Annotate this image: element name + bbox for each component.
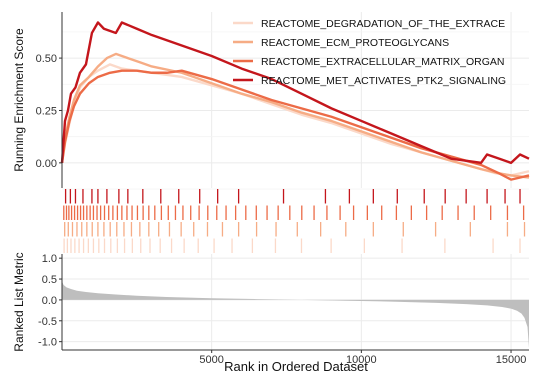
enrichment-line-3 [60, 69, 530, 181]
x-axis-title: Rank in Ordered Dataset [224, 359, 368, 374]
enrichment-lines-layer [60, 21, 530, 181]
hits-panel [62, 188, 529, 254]
legend-label: REACTOME_ECM_PROTEOGLYCANS [261, 37, 449, 49]
hit-marks-layer [63, 189, 526, 253]
legend-items: REACTOME_DEGRADATION_OF_THE_EXTRACE REACT… [233, 18, 506, 87]
ranked-y-tick-label: 0.5 [42, 274, 57, 286]
ranked-y-tick-label: -1.0 [38, 337, 57, 349]
x-tick-label: 15000 [496, 354, 527, 366]
legend: REACTOME_DEGRADATION_OF_THE_EXTRACE REACT… [233, 18, 506, 87]
ranked-y-tick-label: -0.5 [38, 316, 57, 328]
enrichment-y-tick-label: 0.00 [36, 158, 57, 170]
enrichment-line-4 [60, 21, 530, 165]
ranked-y-axis-title: Ranked List Metric [12, 252, 26, 351]
legend-label: REACTOME_EXTRACELLULAR_MATRIX_ORGAN [261, 56, 505, 68]
legend-label: REACTOME_MET_ACTIVATES_PTK2_SIGNALING [261, 75, 506, 87]
ranked-y-tick-label: 0.0 [42, 295, 57, 307]
ranked-metric-area [62, 281, 529, 348]
x-tick-label: 5000 [199, 354, 223, 366]
enrichment-y-tick-label: 0.25 [36, 105, 57, 117]
enrichment-y-tick-label: 0.50 [36, 53, 57, 65]
enrichment-line-2 [60, 52, 530, 179]
tick-labels-layer: 0.00 0.25 0.50 1.0 0.5 0.0 -0.5 -1.0 5000 10000 15… [36, 53, 527, 366]
ranked-metric-area-layer [62, 281, 529, 348]
legend-label: REACTOME_DEGRADATION_OF_THE_EXTRACE [261, 18, 505, 30]
ranked-y-tick-label: 1.0 [42, 253, 57, 265]
enrichment-y-axis-title: Running Enrichment Score [12, 28, 26, 172]
x-tick-label: 10000 [346, 354, 377, 366]
